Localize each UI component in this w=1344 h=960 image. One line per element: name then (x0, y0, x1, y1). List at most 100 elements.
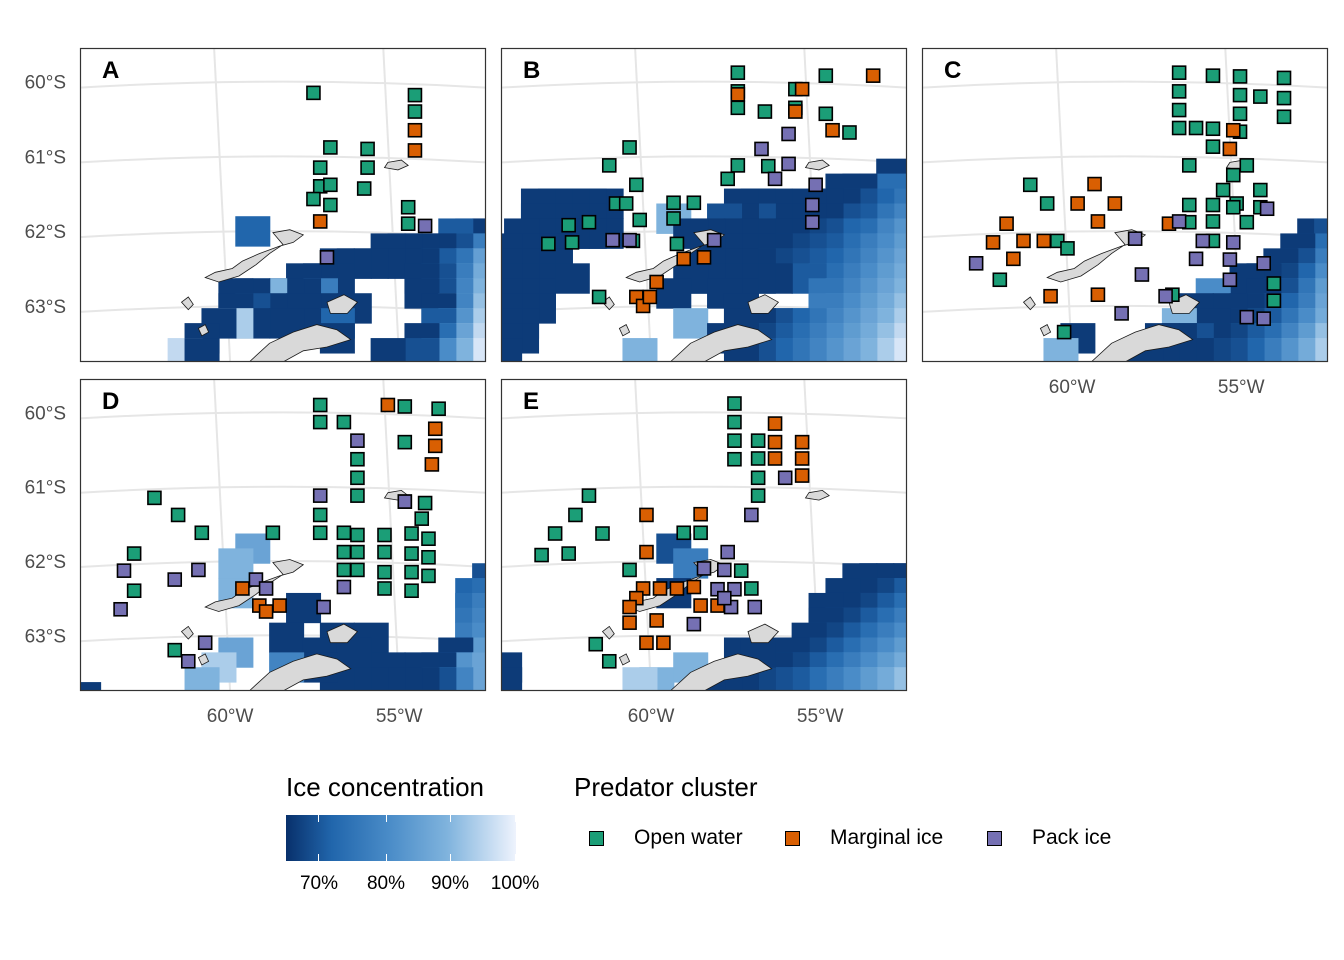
map-panel-C: C (921, 47, 1329, 363)
lat-tick-label: 62°S (25, 552, 66, 573)
pack-ice-marker (191, 562, 206, 578)
land-polygon (204, 229, 305, 283)
open-water-key (589, 830, 604, 846)
marginal-ice-marker (639, 544, 654, 560)
open-water-marker (400, 216, 416, 231)
open-water-marker (1181, 158, 1197, 173)
ice-cell (1043, 338, 1079, 362)
marginal-ice-marker (380, 397, 396, 413)
open-water-marker (686, 195, 702, 211)
open-water-marker (1171, 84, 1187, 99)
marginal-ice-marker (767, 416, 783, 431)
open-water-marker (760, 158, 776, 174)
pack-ice-marker (968, 256, 984, 271)
panel-label: E (523, 388, 539, 415)
open-water-marker (595, 526, 610, 541)
marginal-ice-marker (258, 604, 274, 619)
legend-open-water: Open water (589, 826, 743, 850)
open-water-marker (400, 199, 416, 215)
marginal-ice-marker (424, 457, 440, 472)
pack-ice-marker (686, 616, 702, 632)
land-polygon (747, 294, 780, 314)
open-water-marker (727, 451, 742, 467)
graticule-lat (80, 155, 486, 164)
open-water-marker (1232, 106, 1248, 122)
lat-tick-label: 63°S (25, 626, 66, 647)
pack-ice-marker (1222, 252, 1238, 267)
land-polygon (248, 324, 352, 362)
marginal-ice-marker (639, 635, 654, 651)
graticule-lat (80, 485, 486, 494)
lon-tick-label: 60°W (1049, 377, 1096, 398)
open-water-marker (541, 236, 556, 252)
marginal-ice-marker (1036, 233, 1052, 249)
open-water-marker (1239, 214, 1255, 230)
pack-ice-marker (1171, 214, 1187, 229)
pack-ice-marker (1222, 272, 1238, 288)
land-polygon (383, 159, 409, 171)
pack-ice-marker (716, 590, 732, 606)
marginal-ice-marker (1090, 214, 1106, 229)
pack-ice-marker (180, 653, 196, 669)
pack-ice-marker (258, 581, 274, 596)
open-water-marker (1276, 109, 1292, 125)
land-polygon (804, 159, 830, 171)
pack-ice-marker (767, 171, 783, 187)
open-water-marker (618, 196, 634, 211)
land-polygon (804, 489, 830, 501)
marginal-ice-marker (794, 468, 810, 483)
graticule-lat (922, 80, 1328, 89)
ice-tick-90: 90% (430, 873, 470, 894)
open-water-marker (421, 531, 436, 547)
open-water-marker (323, 140, 338, 155)
marginal-ice-marker (649, 274, 664, 290)
land-polygon (669, 324, 773, 362)
open-water-marker (323, 177, 338, 193)
open-water-marker (167, 642, 183, 658)
open-water-marker (312, 397, 328, 413)
land-polygon (618, 324, 631, 337)
open-water-marker (1181, 197, 1197, 213)
open-water-marker (547, 526, 563, 541)
marginal-ice-marker (235, 581, 250, 596)
open-water-marker (1276, 70, 1292, 86)
marginal-ice-marker (730, 87, 746, 102)
open-water-marker (720, 171, 735, 187)
panel-label: C (944, 57, 961, 84)
open-water-marker (1225, 167, 1241, 183)
marginal-ice-marker (693, 506, 708, 522)
open-water-marker (404, 546, 419, 561)
pack-ice-marker (1256, 256, 1272, 271)
pack-ice-marker (605, 232, 620, 248)
legend-pack-ice: Pack ice (987, 826, 1111, 850)
open-water-marker (629, 177, 644, 193)
open-water-marker (377, 527, 392, 543)
marginal-ice-key (785, 830, 800, 846)
ice-cell (286, 592, 322, 624)
open-water-marker (601, 653, 617, 669)
open-water-marker (336, 525, 352, 541)
open-water-marker (397, 399, 413, 414)
marginal-ice-marker (985, 235, 1001, 250)
open-water-marker (1205, 139, 1221, 154)
open-water-marker (377, 581, 392, 596)
ice-cell (673, 308, 709, 339)
marginal-ice-marker (1016, 233, 1031, 249)
open-water-marker (312, 414, 328, 430)
marginal-ice-marker (272, 598, 287, 613)
ice-cell (235, 216, 271, 247)
ice-cell (893, 667, 907, 691)
ice-cell (472, 338, 486, 362)
pack-ice-marker (350, 433, 365, 448)
marginal-ice-marker (656, 635, 671, 651)
pack-ice-marker (1225, 235, 1241, 250)
marginal-ice-marker (794, 434, 810, 450)
open-water-marker (1205, 121, 1221, 137)
open-water-marker (632, 212, 648, 228)
open-water-marker (730, 100, 746, 116)
pack-ice-marker (312, 488, 328, 503)
open-water-marker (1239, 158, 1255, 173)
pack-ice-marker (1134, 267, 1150, 282)
pack-ice-marker (1127, 231, 1143, 246)
cluster-legend-title: Predator cluster (574, 772, 758, 802)
